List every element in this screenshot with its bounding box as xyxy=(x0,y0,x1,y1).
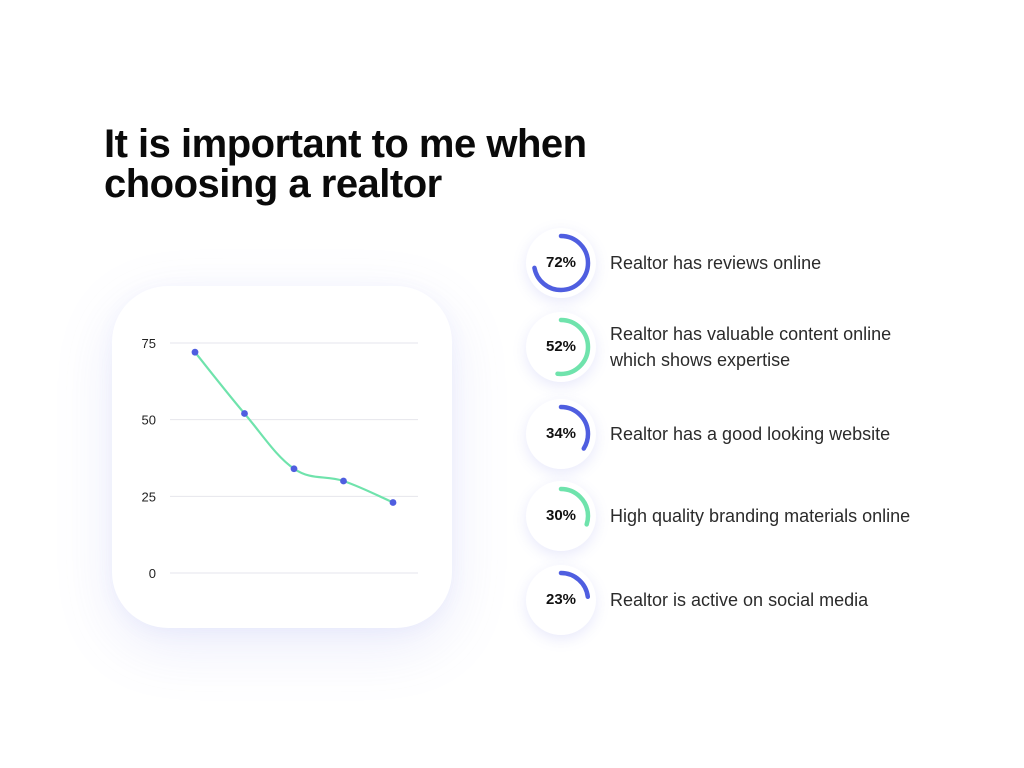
stat-item: 23% Realtor is active on social media xyxy=(526,565,946,635)
stat-label: High quality branding materials online xyxy=(610,506,911,526)
progress-ring: 30% xyxy=(526,481,596,551)
data-point xyxy=(241,410,248,417)
progress-arc xyxy=(531,233,591,293)
progress-ring: 23% xyxy=(526,565,596,635)
stat-label: Realtor has valuable content online whic… xyxy=(610,324,892,370)
data-point xyxy=(340,477,347,485)
progress-ring-graphic xyxy=(531,404,591,464)
progress-arc xyxy=(531,317,591,377)
stat-label: Realtor is active on social media xyxy=(610,590,869,610)
stat-value: 34% xyxy=(545,425,577,442)
stat-item: 52% Realtor has valuable content online w… xyxy=(526,312,946,382)
progress-arc xyxy=(531,570,591,630)
data-point xyxy=(191,348,199,356)
data-point xyxy=(290,465,298,473)
stat-item: 30% High quality branding materials onlin… xyxy=(526,481,946,551)
progress-ring: 34% xyxy=(526,399,596,469)
y-tick-label: 0 xyxy=(149,566,156,581)
stat-value: 52% xyxy=(545,338,577,355)
page-title: It is important to me when choosing a re… xyxy=(104,122,587,206)
stat-value: 72% xyxy=(545,254,577,271)
stat-label: Realtor has a good looking website xyxy=(610,424,891,444)
progress-arc xyxy=(531,486,591,546)
stat-label: Realtor has reviews online xyxy=(610,253,822,273)
progress-ring-graphic xyxy=(531,486,591,546)
chart-card: 75 50 25 0 xyxy=(112,286,452,628)
line-chart: 75 50 25 0 xyxy=(142,336,418,581)
y-tick-label: 25 xyxy=(142,489,156,504)
series-line xyxy=(193,351,395,504)
stat-item: 72% Realtor has reviews online xyxy=(526,228,946,298)
progress-ring-graphic xyxy=(531,317,591,377)
progress-ring-graphic xyxy=(531,570,591,630)
stat-value: 30% xyxy=(545,507,577,524)
progress-arc xyxy=(531,404,591,464)
data-point xyxy=(389,499,397,506)
progress-ring: 52% xyxy=(526,312,596,382)
progress-ring: 72% xyxy=(526,228,596,298)
stat-item: 34% Realtor has a good looking website xyxy=(526,399,946,469)
y-tick-label: 50 xyxy=(142,413,156,428)
progress-ring-graphic xyxy=(531,233,591,293)
y-tick-label: 75 xyxy=(142,336,156,351)
stat-value: 23% xyxy=(545,591,577,608)
